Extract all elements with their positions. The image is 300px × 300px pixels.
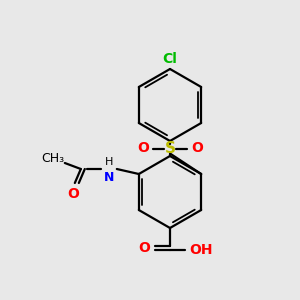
Text: Cl: Cl [163,52,177,66]
Text: OH: OH [189,243,212,257]
Text: N: N [103,171,114,184]
Text: O: O [191,142,203,155]
Text: O: O [137,142,149,155]
Text: O: O [138,241,150,255]
Text: S: S [164,141,175,156]
Text: H: H [105,157,113,167]
Text: O: O [67,187,79,201]
Text: CH₃: CH₃ [41,152,64,166]
